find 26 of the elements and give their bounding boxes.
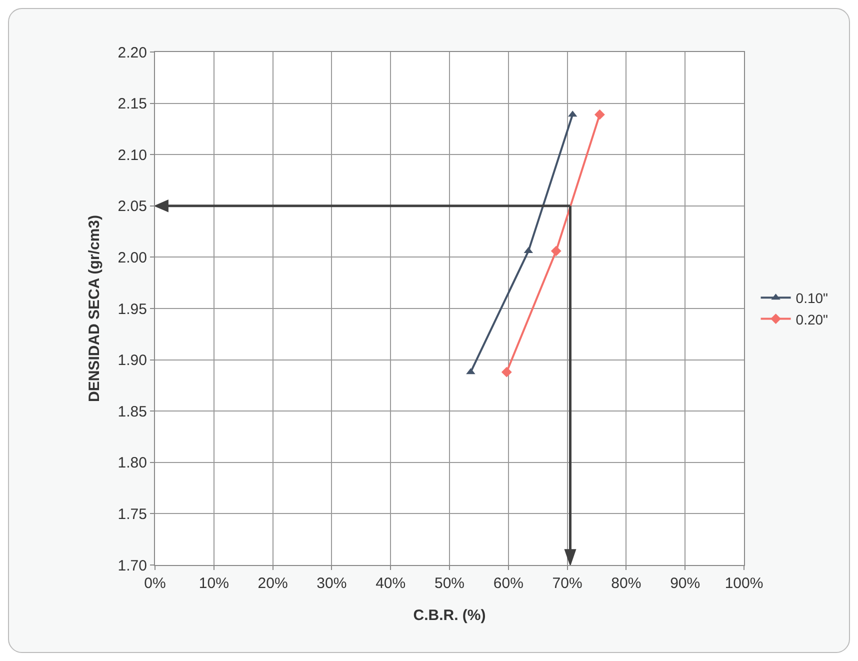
x-tick-label: 0%: [144, 575, 166, 592]
y-tick-label: 1.80: [118, 454, 147, 472]
x-tick-label: 30%: [316, 575, 347, 592]
x-tick-label: 90%: [670, 575, 700, 592]
x-tick-label: 70%: [552, 575, 582, 592]
y-tick-label: 1.75: [118, 506, 147, 523]
y-tick-label: 1.95: [118, 300, 147, 318]
x-tick-label: 40%: [376, 575, 406, 592]
y-tick-label: 2.00: [118, 249, 147, 266]
x-axis-title: C.B.R. (%): [413, 607, 486, 624]
x-tick-label: 60%: [493, 575, 524, 592]
y-tick-label: 1.90: [118, 352, 147, 370]
y-tick-label: 1.85: [118, 403, 147, 420]
x-tick-label: 20%: [258, 575, 288, 592]
x-tick-label: 100%: [724, 575, 764, 592]
y-tick-label: 2.20: [118, 44, 147, 62]
legend-label: 0.20": [796, 311, 828, 328]
y-tick-label: 2.10: [118, 146, 147, 164]
y-tick-label: 1.70: [118, 557, 147, 574]
y-tick-label: 2.05: [118, 198, 147, 216]
y-axis-title: DENSIDAD SECA (gr/cm3): [86, 215, 104, 402]
x-tick-label: 10%: [198, 575, 229, 592]
x-tick-label: 80%: [611, 575, 642, 592]
legend-label: 0.10": [796, 290, 828, 306]
y-tick-label: 2.15: [118, 96, 147, 113]
x-tick-label: 50%: [434, 575, 465, 592]
